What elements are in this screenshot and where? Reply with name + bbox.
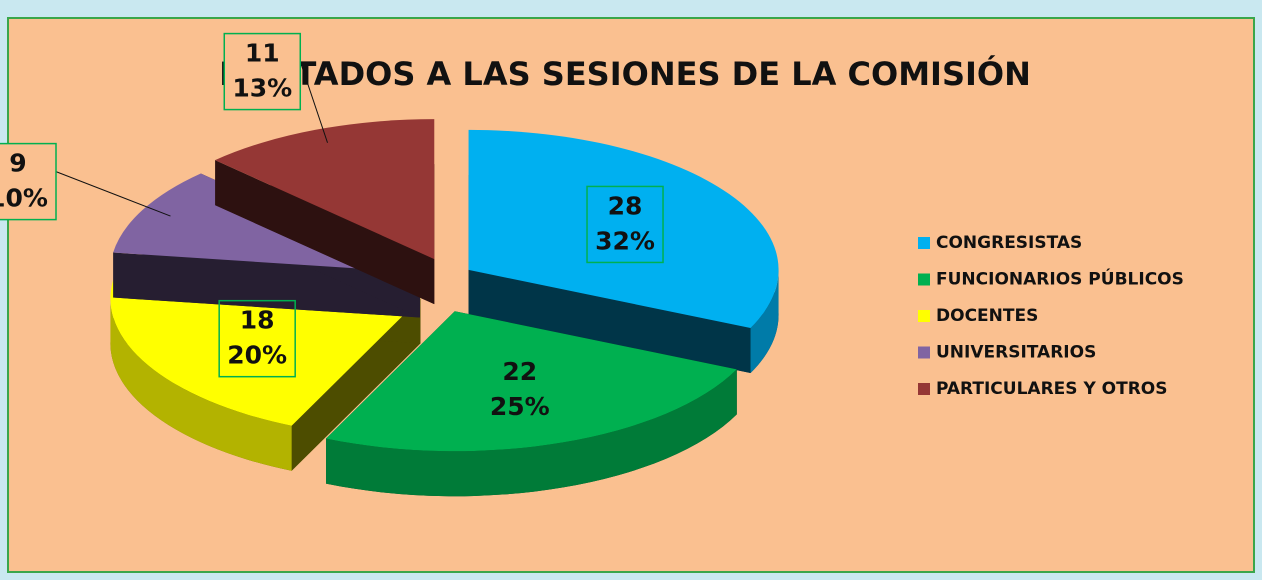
data-label: 18 <box>240 306 275 335</box>
pie: 28 32% 22 25% 18 20% 9 10% 11 13% <box>0 32 779 497</box>
slice-side <box>326 369 737 497</box>
data-label: 28 <box>608 191 643 220</box>
legend-swatch <box>918 383 930 395</box>
legend-label: PARTICULARES Y OTROS <box>936 379 1168 399</box>
legend-label: DOCENTES <box>936 306 1038 326</box>
legend: CONGRESISTAS FUNCIONARIOS PÚBLICOS DOCENTE… <box>918 233 1184 399</box>
leader-line <box>299 61 328 143</box>
slice-side <box>750 269 779 374</box>
label-box <box>586 185 664 264</box>
percent-label: 25% <box>490 392 550 421</box>
slice <box>110 278 421 471</box>
data-label: 11 <box>245 39 280 68</box>
slice-top <box>326 311 737 452</box>
slice-top <box>215 119 435 260</box>
slice-wall <box>291 298 421 471</box>
legend-swatch <box>918 273 930 286</box>
label-box <box>0 142 57 221</box>
data-label: 22 <box>502 357 537 386</box>
chart-title: INVITADOS A LAS SESIONES DE LA COMISIÓN <box>219 54 1031 93</box>
slice <box>468 129 779 374</box>
data-label: 9 <box>9 149 26 178</box>
slice <box>326 311 737 497</box>
legend-swatch <box>918 237 930 249</box>
slice-top <box>468 129 779 329</box>
legend-label: FUNCIONARIOS PÚBLICOS <box>936 268 1184 290</box>
slice-side <box>110 298 292 471</box>
slice-wall <box>468 269 751 374</box>
label-box <box>218 299 296 378</box>
legend-swatch <box>918 310 930 322</box>
leader-line <box>55 171 171 217</box>
slice-top <box>110 278 421 426</box>
slice-wall <box>215 160 435 305</box>
label-box <box>481 351 559 429</box>
percent-label: 13% <box>232 74 292 103</box>
percent-label: 32% <box>595 226 655 255</box>
percent-label: 20% <box>227 341 287 370</box>
slice <box>215 119 435 305</box>
label-box <box>223 32 302 111</box>
percent-label: 10% <box>0 184 48 213</box>
legend-swatch <box>918 346 930 359</box>
legend-label: UNIVERSITARIOS <box>936 343 1096 363</box>
legend-label: CONGRESISTAS <box>936 233 1082 253</box>
